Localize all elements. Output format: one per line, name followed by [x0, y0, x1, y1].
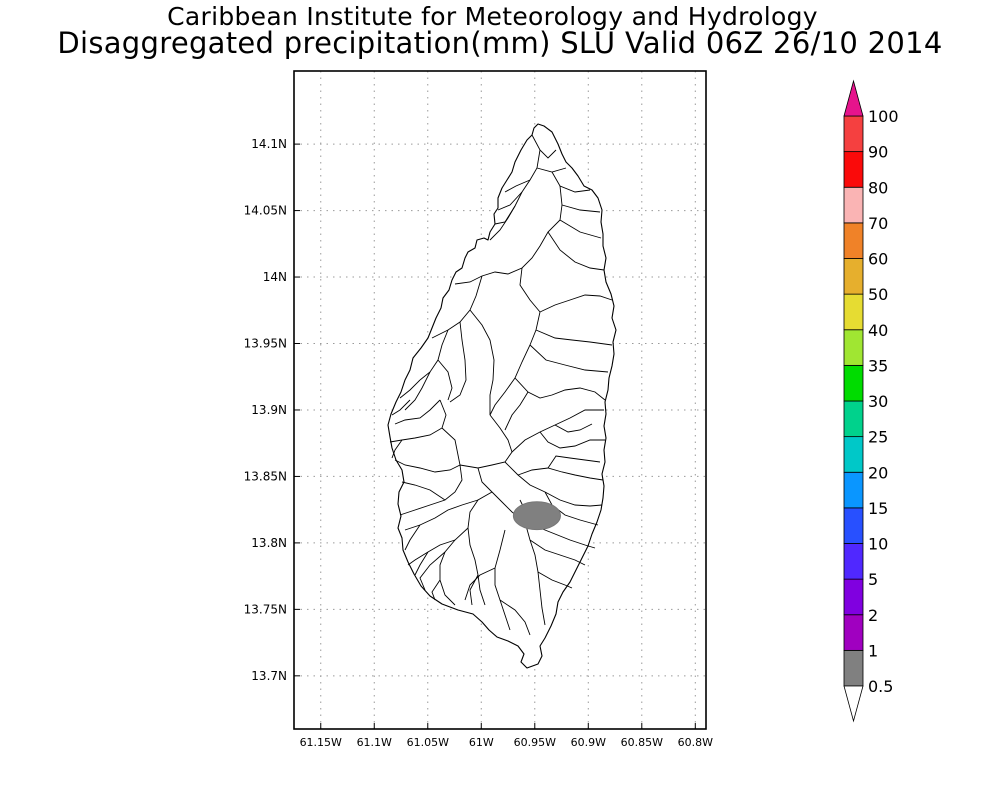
colorbar-label: 70 [868, 214, 888, 233]
river-catchments [389, 134, 613, 636]
colorbar-swatch [843, 649, 864, 687]
colorbar-swatch [843, 436, 864, 473]
colorbar-swatch [843, 614, 864, 651]
tick-label-lat: 13.9N [251, 403, 287, 417]
colorbar-label: 60 [868, 250, 888, 269]
colorbar-swatch [843, 471, 864, 509]
colorbar-under-triangle [843, 685, 864, 723]
colorbar-swatch [843, 115, 864, 153]
tick-label-lat: 13.85N [244, 469, 287, 483]
colorbar-swatch [843, 543, 864, 580]
colorbar-swatch [843, 400, 864, 438]
colorbar-label: 2 [868, 606, 878, 625]
tick-label-lat: 13.75N [244, 602, 287, 616]
tick-label-lat: 13.95N [244, 337, 287, 351]
colorbar-label: 90 [868, 143, 888, 162]
colorbar-swatch [843, 293, 864, 331]
colorbar-label: 10 [868, 535, 888, 554]
tick-label-lon: 61W [469, 736, 494, 749]
colorbar-swatch [843, 258, 864, 295]
chart-title-line2: Disaggregated precipitation(mm) SLU Vali… [57, 26, 943, 60]
colorbar-swatch [843, 329, 864, 366]
axis-ticks: 61.15W 61.1W 61.05W 61W 60.95W 60.9W 60.85W 60.… [244, 137, 713, 749]
map-frame [293, 70, 707, 730]
colorbar-label: 1 [868, 641, 878, 660]
colorbar-label: 30 [868, 392, 888, 411]
colorbar-label: 25 [868, 428, 888, 447]
saint-lucia-map [387, 123, 617, 669]
colorbar-swatch [843, 364, 864, 402]
colorbar-swatch [843, 507, 864, 544]
tick-label-lat: 14.1N [251, 137, 287, 151]
tick-label-lon: 61.15W [300, 736, 342, 749]
colorbar-over-triangle [843, 79, 864, 117]
tick-label-lon: 60.8W [678, 736, 713, 749]
colorbar-swatch [843, 186, 864, 224]
tick-label-lat: 13.8N [251, 536, 287, 550]
colorbar-label: 20 [868, 463, 888, 482]
tick-label-lon: 61.1W [357, 736, 392, 749]
colorbar-swatch [843, 222, 864, 259]
precip-patch-0.5-1mm [512, 501, 561, 531]
colorbar-label: 50 [868, 285, 888, 304]
tick-label-lon: 60.9W [571, 736, 606, 749]
colorbar-swatch [843, 151, 864, 188]
colorbar-label: 80 [868, 178, 888, 197]
tick-label-lon: 60.95W [514, 736, 556, 749]
chart-title-line1: Caribbean Institute for Meteorology and … [167, 2, 818, 31]
colorbar-label: 40 [868, 321, 888, 340]
colorbar-swatch [843, 578, 864, 616]
tick-label-lon: 61.05W [407, 736, 449, 749]
tick-label-lon: 60.85W [621, 736, 663, 749]
colorbar-label: 5 [868, 570, 878, 589]
tick-label-lat: 13.7N [251, 669, 287, 683]
colorbar-label: 100 [868, 107, 899, 126]
tick-label-lat: 14.05N [244, 204, 287, 218]
colorbar-label: 35 [868, 356, 888, 375]
colorbar-label: 0.5 [868, 677, 893, 696]
colorbar-label: 15 [868, 499, 888, 518]
tick-label-lat: 14N [263, 270, 287, 284]
